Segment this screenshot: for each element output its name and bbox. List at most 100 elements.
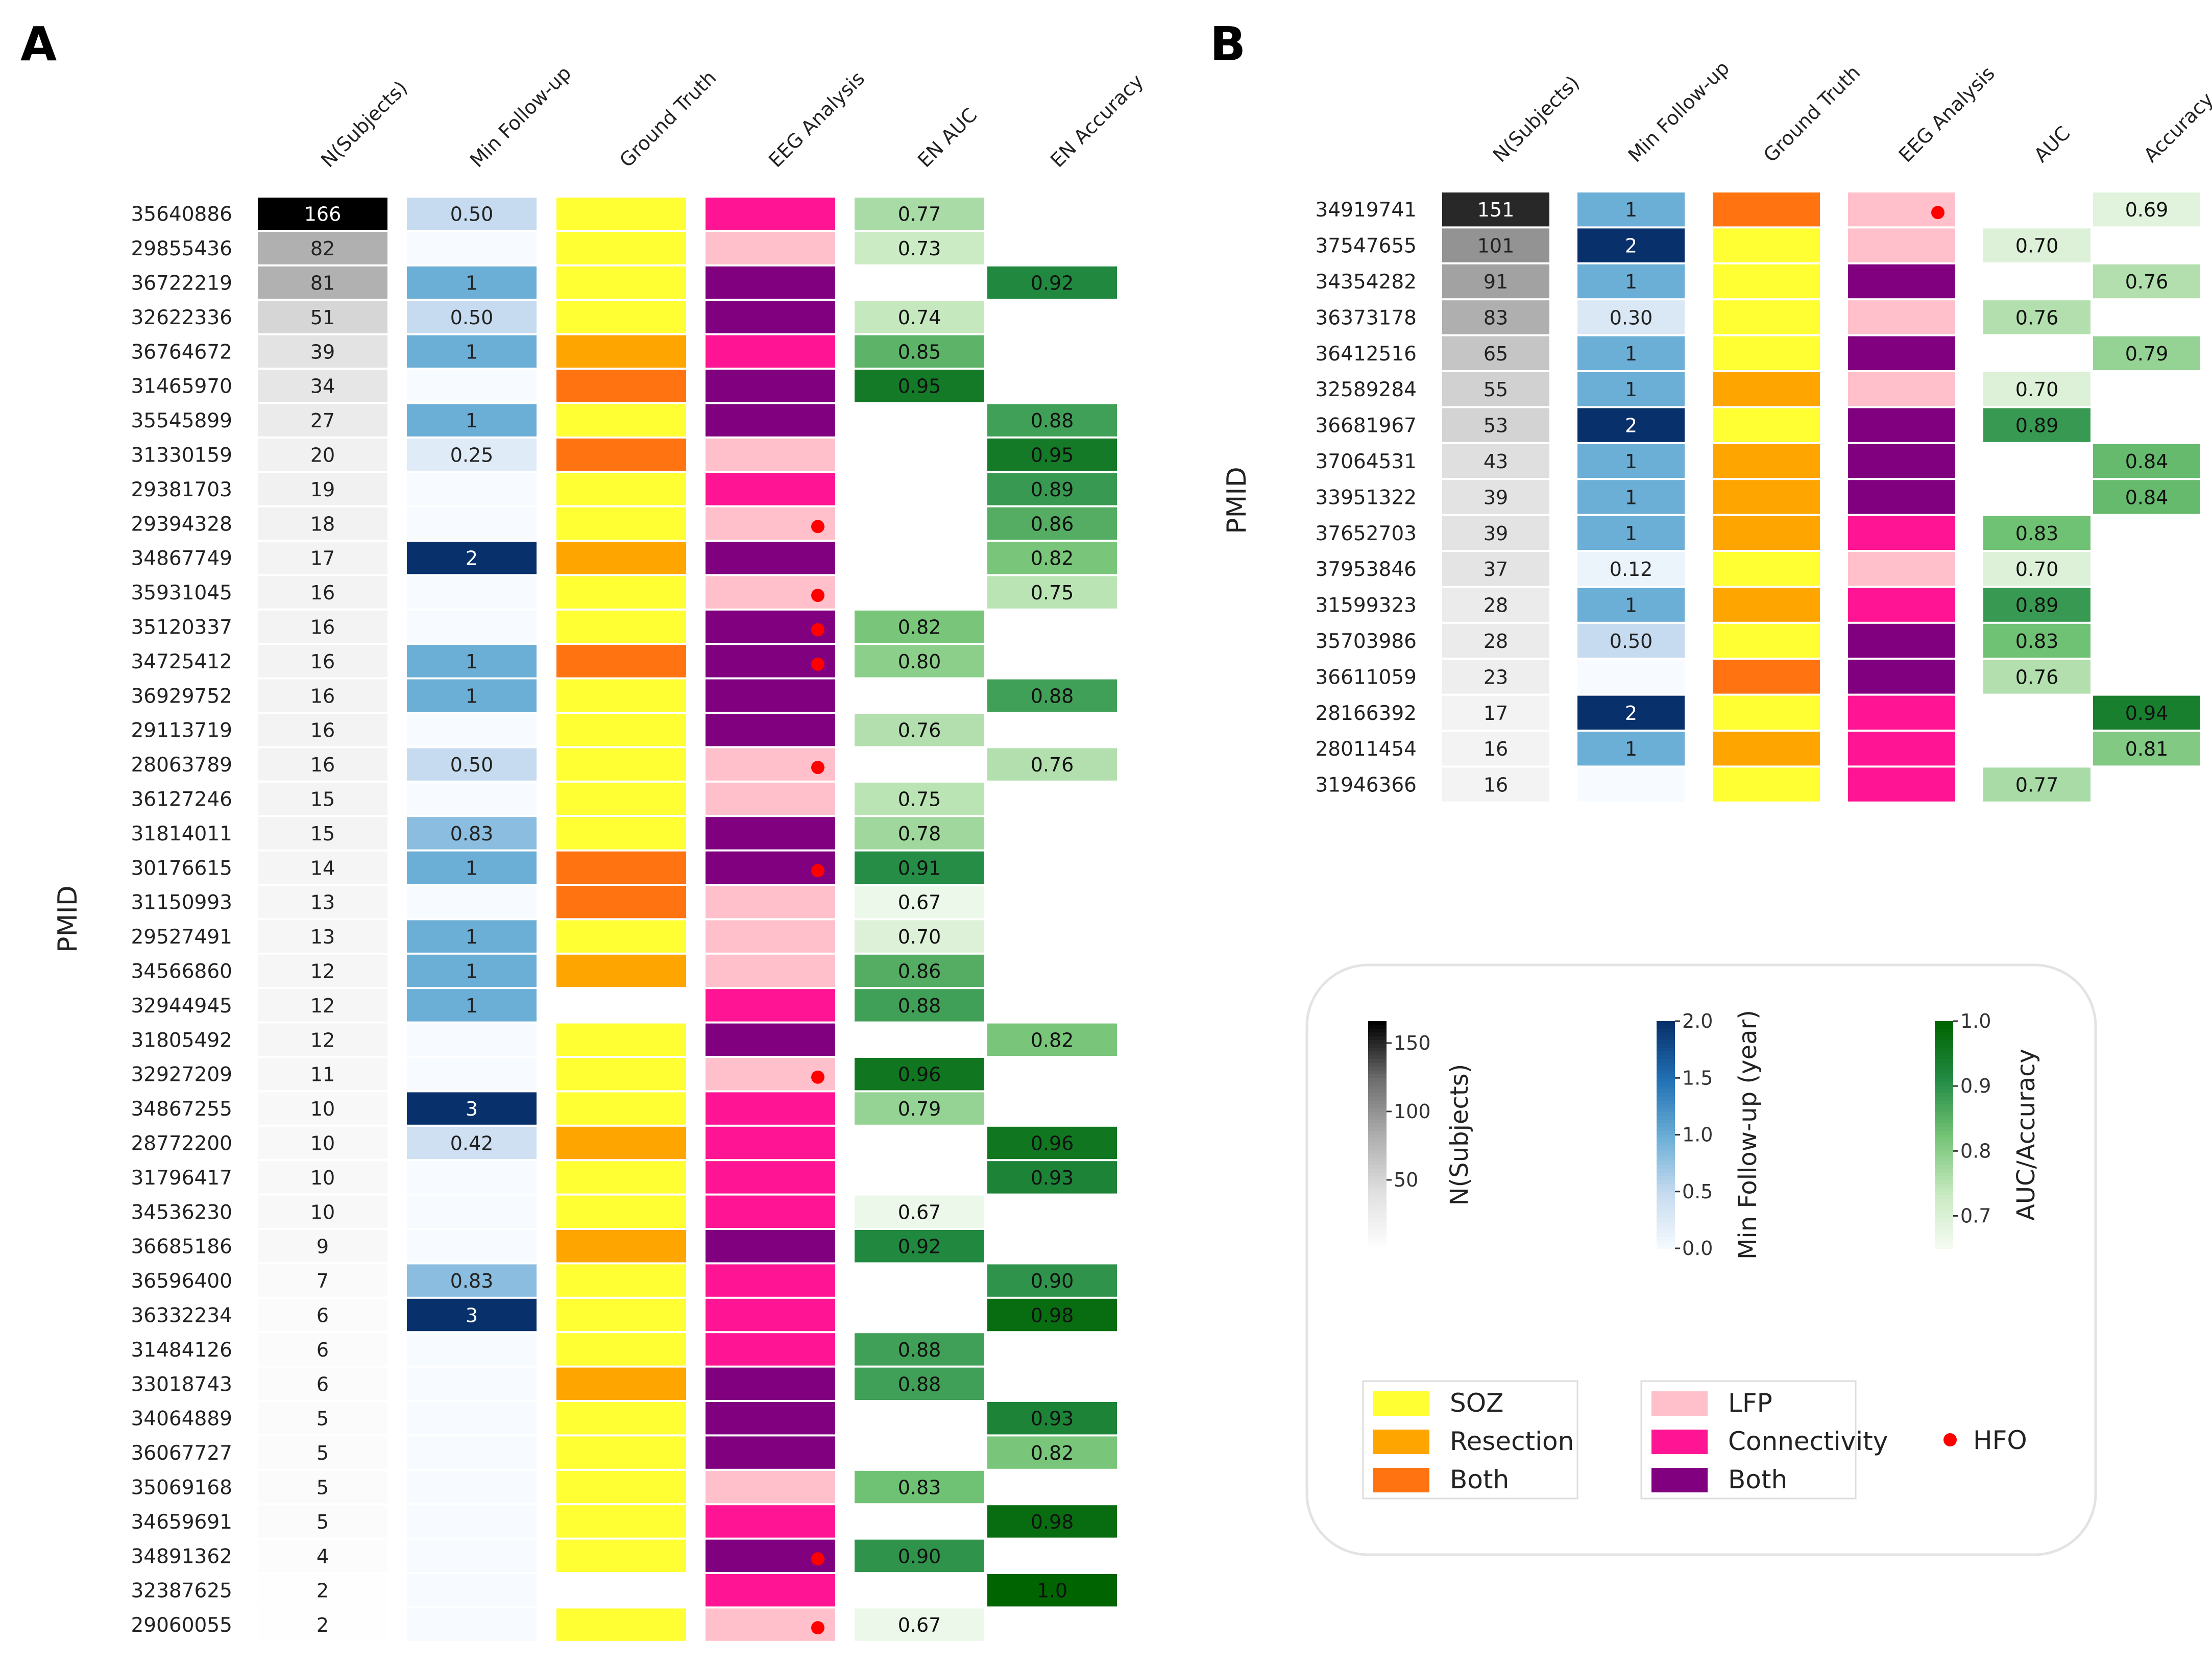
auc-colorbar-tick-label: 1.0: [1960, 1010, 1991, 1032]
accuracy-value: 0.76: [2125, 271, 2169, 293]
follow-up-colorbar-tick-label: 1.0: [1682, 1124, 1713, 1146]
auc-value: 0.85: [898, 341, 941, 363]
ground-truth-cell: [556, 1505, 686, 1538]
auc-colorbar-gradient-segment: [1935, 1199, 1953, 1203]
eeg-analysis-cell: [706, 438, 835, 471]
auc-cell: [1983, 623, 2091, 658]
eeg-analysis-cell: [1848, 264, 1955, 299]
follow-up-colorbar-gradient-segment: [1657, 1218, 1675, 1223]
eeg-analysis-cell: [706, 1436, 835, 1469]
auc-cell: [855, 920, 984, 953]
auc-colorbar-gradient-segment: [1935, 1244, 1953, 1249]
row-pmid-label: 35069168: [131, 1477, 232, 1500]
auc-cell: [1983, 516, 2091, 550]
follow-up-colorbar-gradient-segment: [1657, 1055, 1675, 1060]
n-subjects-cell: [258, 1470, 387, 1504]
follow-up-colorbar-gradient-segment: [1657, 1131, 1675, 1136]
accuracy-value: 0.69: [2125, 199, 2169, 221]
auc-colorbar-gradient-segment: [1935, 1134, 1953, 1139]
row-pmid-label: 37547655: [1315, 235, 1417, 258]
accuracy-cell: [2093, 192, 2200, 227]
n-subjects-colorbar-gradient-segment: [1368, 1067, 1387, 1071]
n-subjects-colorbar-gradient-segment: [1368, 1051, 1387, 1056]
hfo-legend-marker: [1943, 1433, 1957, 1446]
follow-up-colorbar-gradient-segment: [1657, 1067, 1675, 1071]
column-header: Min Follow-up: [1624, 57, 1734, 166]
follow-up-value: 0.42: [450, 1132, 494, 1155]
follow-up-colorbar-gradient-segment: [1657, 1123, 1675, 1128]
n-subjects-value: 15: [310, 823, 335, 845]
follow-up-cell: [1577, 192, 1685, 227]
accuracy-cell: [987, 1402, 1117, 1435]
auc-value: 0.74: [898, 306, 941, 329]
n-subjects-value: 18: [310, 513, 335, 535]
row-pmid-label: 32944945: [131, 995, 232, 1018]
ground-truth-cell: [1713, 300, 1820, 334]
follow-up-cell: [407, 1574, 537, 1607]
row-pmid-label: 35931045: [131, 582, 232, 605]
follow-up-value: 0.50: [1610, 630, 1653, 653]
auc-cell: [855, 610, 984, 643]
eeg-analysis-cell: [1848, 480, 1955, 514]
row-pmid-label: 34891362: [131, 1545, 232, 1568]
auc-colorbar-gradient-segment: [1935, 1127, 1953, 1132]
eeg-analysis-cell: [706, 1402, 835, 1435]
follow-up-value: 2: [1625, 702, 1637, 724]
row-pmid-label: 36067727: [131, 1442, 232, 1465]
row-pmid-label: 31484126: [131, 1339, 232, 1362]
n-subjects-colorbar-gradient-segment: [1368, 1183, 1387, 1189]
n-subjects-value: 16: [310, 650, 335, 673]
follow-up-colorbar-gradient-segment: [1657, 1237, 1675, 1242]
n-subjects-colorbar-gradient-segment: [1368, 1032, 1387, 1037]
accuracy-cell: [2093, 695, 2200, 730]
follow-up-value: 1: [1625, 378, 1637, 401]
follow-up-colorbar-gradient-segment: [1657, 1233, 1675, 1238]
follow-up-cell: [407, 1436, 537, 1469]
follow-up-value: 0.50: [450, 203, 494, 226]
follow-up-cell: [407, 1023, 537, 1056]
n-subjects-colorbar-gradient-segment: [1368, 1047, 1387, 1052]
n-subjects-value: 5: [317, 1511, 329, 1533]
n-subjects-cell: [258, 1436, 387, 1469]
hfo-marker: [811, 761, 824, 775]
row-pmid-label: 34536230: [131, 1201, 232, 1224]
auc-colorbar-tick-label: 0.8: [1960, 1140, 1991, 1162]
n-subjects-cell: [258, 301, 387, 333]
auc-cell: [1983, 552, 2091, 586]
auc-value: 0.83: [898, 1477, 941, 1499]
row-pmid-label: 29394328: [131, 513, 232, 536]
n-subjects-cell: [258, 1058, 387, 1091]
n-subjects-value: 5: [317, 1477, 329, 1499]
follow-up-cell: [1577, 264, 1685, 299]
auc-value: 0.67: [898, 891, 941, 914]
follow-up-value: 3: [466, 1304, 478, 1327]
n-subjects-colorbar-gradient-segment: [1368, 1036, 1387, 1041]
eeg-analysis-cell: [706, 954, 835, 987]
row-pmid-label: 32387625: [131, 1580, 232, 1603]
ground-truth-cell: [556, 301, 686, 333]
accuracy-value: 0.94: [2125, 702, 2169, 724]
n-subjects-colorbar-gradient-segment: [1368, 1142, 1387, 1147]
row-pmid-label: 31796417: [131, 1167, 232, 1190]
auc-cell: [855, 886, 984, 919]
follow-up-cell: [1577, 623, 1685, 658]
follow-up-value: 1: [466, 272, 478, 295]
n-subjects-value: 5: [317, 1442, 329, 1464]
follow-up-cell: [407, 645, 537, 678]
auc-value: 0.79: [898, 1098, 941, 1120]
follow-up-cell: [407, 266, 537, 299]
n-subjects-cell: [1442, 588, 1549, 622]
n-subjects-colorbar-gradient-segment: [1368, 1222, 1387, 1226]
ground-truth-cell: [556, 610, 686, 643]
row-pmid-label: 32589284: [1315, 378, 1417, 401]
follow-up-value: 1: [466, 995, 478, 1017]
auc-colorbar-gradient-segment: [1935, 1123, 1953, 1128]
auc-cell: [855, 1230, 984, 1263]
follow-up-colorbar-gradient-segment: [1657, 1127, 1675, 1132]
auc-cell: [855, 714, 984, 746]
follow-up-colorbar-gradient-segment: [1657, 1085, 1675, 1090]
n-subjects-colorbar-gradient-segment: [1368, 1093, 1387, 1098]
auc-value: 0.77: [898, 203, 941, 226]
n-subjects-cell: [1442, 552, 1549, 586]
follow-up-colorbar-gradient-segment: [1657, 1044, 1675, 1048]
